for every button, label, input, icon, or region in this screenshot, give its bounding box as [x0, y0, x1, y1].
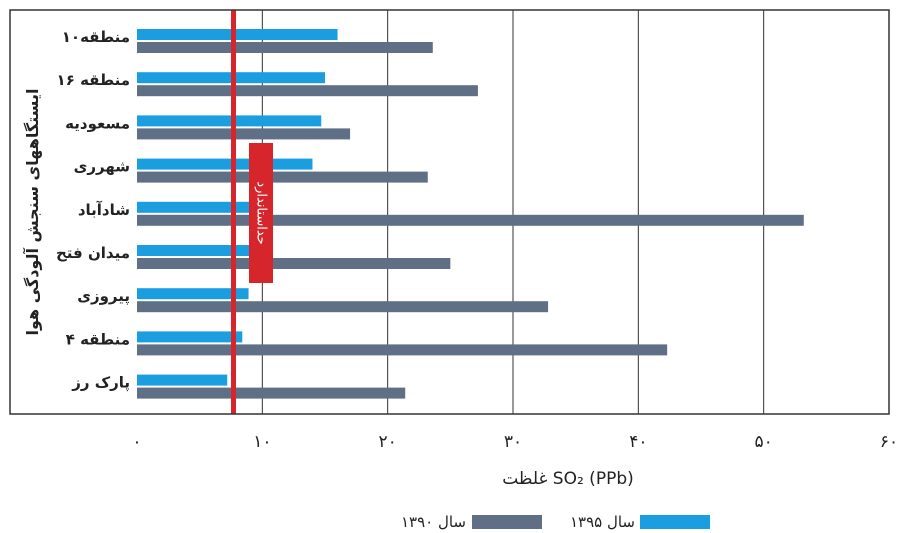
x-tick-label-4: ۴۰ [629, 432, 647, 452]
category-label-5: میدان فتح [56, 244, 130, 262]
bar-gray-4 [137, 214, 804, 226]
bar-gray-3 [137, 171, 428, 183]
category-label-6: پیروزی [77, 287, 130, 306]
standard-limit-box [249, 143, 273, 283]
bar-gray-5 [137, 258, 451, 269]
legend-swatch-1 [472, 515, 542, 529]
x-tick-label-5: ۵۰ [755, 432, 773, 452]
x-tick-labels: ۰ ۱۰ ۲۰ ۳۰ ۴۰ ۵۰ ۶۰ [132, 432, 898, 452]
bar-blue-7 [137, 331, 243, 343]
category-label-1: منطقه ۱۶ [57, 71, 130, 89]
bar-blue-2 [137, 115, 322, 127]
category-label-8: پارک رز [71, 374, 130, 393]
bar-blue-8 [137, 374, 228, 386]
category-label-4: شادآباد [78, 201, 130, 219]
legend-swatch-0 [640, 515, 710, 529]
x-tick-label-0: ۰ [132, 432, 141, 452]
x-tick-label-1: ۱۰ [253, 432, 271, 452]
bar-blue-5 [137, 245, 255, 256]
category-label-7: منطقه ۴ [66, 330, 130, 348]
bar-gray-6 [137, 301, 549, 313]
x-axis-label: غلظت SO₂ (PPb) [502, 469, 634, 489]
y-axis-label: ایستگاههای سنجش آلودگی هوا [22, 89, 42, 336]
bar-blue-0 [137, 29, 338, 40]
x-tick-label-6: ۶۰ [880, 432, 898, 452]
category-label-3: شهرری [74, 158, 130, 176]
bar-blue-4 [137, 201, 257, 213]
bars [137, 29, 804, 399]
legend-label-0: سال ۱۳۹۵ [570, 513, 635, 531]
bar-gray-1 [137, 85, 478, 97]
category-label-0: منطقه۱۰ [62, 28, 130, 46]
standard-limit-label: حداستاندارد [254, 181, 269, 244]
x-tick-label-3: ۳۰ [504, 432, 522, 452]
bar-gray-8 [137, 387, 406, 399]
legend: سال ۱۳۹۵ سال ۱۳۹۰ [401, 513, 710, 531]
bar-gray-0 [137, 42, 433, 53]
bar-blue-1 [137, 72, 325, 84]
bar-blue-3 [137, 158, 313, 170]
bar-blue-6 [137, 288, 249, 300]
bar-gray-2 [137, 128, 351, 140]
standard-limit-marker: حداستاندارد [231, 10, 273, 414]
category-labels: منطقه۱۰ منطقه ۱۶ مسعودیه شهرری شادآباد میدان … [56, 28, 130, 393]
bar-gray-7 [137, 344, 668, 356]
legend-label-1: سال ۱۳۹۰ [401, 513, 466, 531]
category-label-2: مسعودیه [65, 114, 130, 132]
plot-frame [9, 9, 890, 415]
x-tick-label-2: ۲۰ [379, 432, 397, 452]
